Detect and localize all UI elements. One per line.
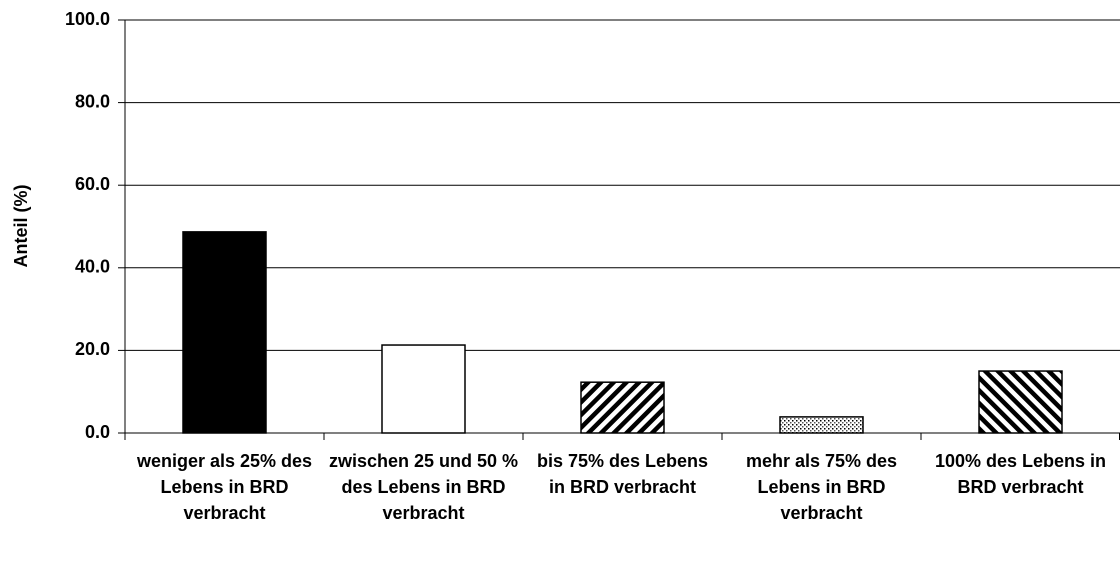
bar — [381, 344, 466, 434]
x-tick-label: mehr als 75% des Lebens in BRD verbracht — [745, 451, 898, 523]
x-tick-label: zwischen 25 und 50 % des Lebens in BRD v… — [328, 451, 519, 523]
bar — [182, 231, 267, 434]
y-tick-label: 80.0 — [75, 91, 110, 111]
y-tick-label: 40.0 — [75, 257, 110, 277]
x-tick-label: 100% des Lebens in BRD verbracht — [934, 451, 1107, 497]
bar — [580, 381, 665, 434]
y-tick-label: 0.0 — [85, 422, 110, 442]
x-tick-label: weniger als 25% des Lebens in BRD verbra… — [136, 451, 313, 523]
bar — [779, 416, 864, 434]
bar — [978, 370, 1063, 434]
y-tick-label: 60.0 — [75, 174, 110, 194]
y-axis-label: Anteil (%) — [11, 184, 31, 267]
y-tick-label: 100.0 — [65, 9, 110, 29]
x-tick-label: bis 75% des Lebens in BRD verbracht — [536, 451, 709, 497]
y-tick-label: 20.0 — [75, 339, 110, 359]
